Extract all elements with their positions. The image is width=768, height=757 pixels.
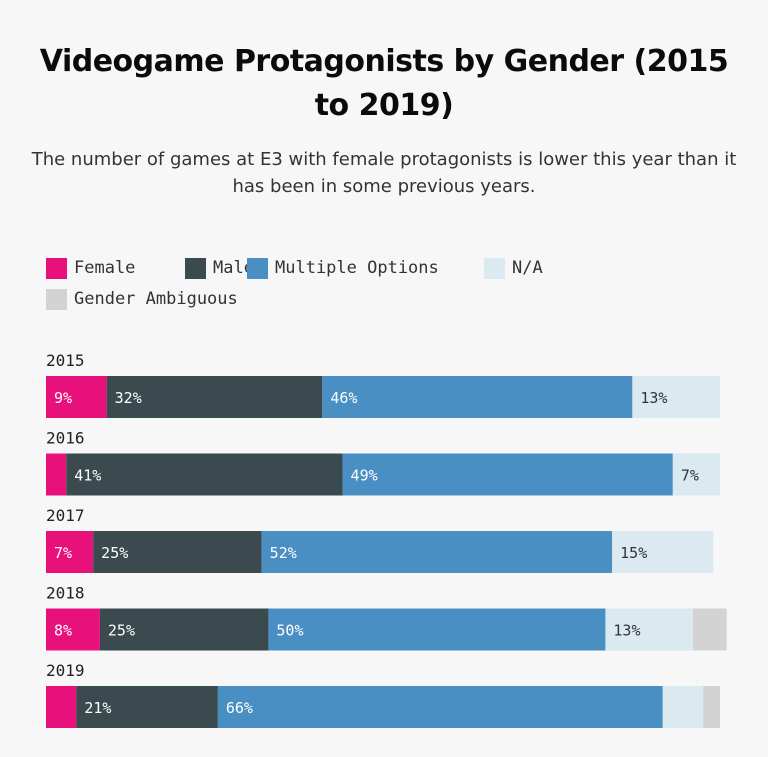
year-label-2019: 2019 [46, 661, 85, 680]
bar-2019-female [46, 686, 77, 728]
bar-2016-female [46, 453, 67, 496]
bar-2016-n-a [672, 453, 720, 496]
year-label-2015: 2015 [46, 351, 85, 370]
chart-title: Videogame Protagonists by Gender (2015 t… [39, 44, 729, 123]
legend-item-male: Male [185, 257, 254, 279]
data-label-2018-male: 25% [108, 622, 135, 640]
bar-2017-n-a [612, 531, 714, 573]
legend-label-male: Male [213, 258, 254, 278]
data-label-2015-male: 32% [115, 389, 142, 407]
data-label-2017-male: 25% [101, 544, 128, 562]
legend-swatch-female [46, 257, 67, 279]
bar-2017-female [46, 531, 94, 573]
legend-item-na: N/A [484, 257, 543, 279]
bar-2015-n-a [632, 376, 720, 418]
year-label-2017: 2017 [46, 506, 85, 525]
data-label-2018-multiple-options: 50% [276, 622, 303, 640]
data-label-2018-n-a: 13% [613, 622, 640, 640]
bar-2015-female [46, 376, 107, 418]
bar-2015-multiple-options [322, 376, 633, 418]
legend-swatch-na [484, 257, 505, 279]
data-label-2018-female: 8% [54, 622, 72, 640]
year-label-2018: 2018 [46, 584, 85, 603]
bar-2018-male [99, 608, 269, 651]
legend-label-na: N/A [512, 258, 543, 278]
bar-2016-multiple-options [342, 453, 673, 496]
legend-label-gender-ambiguous: Gender Ambiguous [74, 289, 238, 309]
legend-item-female: Female [46, 257, 135, 279]
data-label-2016-male: 41% [74, 467, 101, 485]
legend-swatch-multiple-options [247, 257, 268, 279]
data-label-2017-female: 7% [54, 544, 72, 562]
bar-2016-male [66, 453, 343, 496]
bar-2017-multiple-options [261, 531, 613, 573]
data-label-2017-multiple-options: 52% [270, 544, 297, 562]
data-label-2019-multiple-options: 66% [226, 699, 253, 717]
data-label-2017-n-a: 15% [620, 544, 647, 562]
legend-label-female: Female [74, 258, 136, 278]
data-label-2015-n-a: 13% [640, 389, 667, 407]
legend-swatch-male [185, 257, 206, 279]
year-label-2016: 2016 [46, 429, 85, 448]
bar-2018-female [46, 608, 100, 651]
legend-item-multiple-options: Multiple Options [247, 257, 439, 279]
legend-label-multiple-options: Multiple Options [275, 258, 439, 278]
data-label-2019-male: 21% [84, 699, 111, 717]
bar-2019-male [76, 686, 218, 728]
bar-2019-multiple-options [217, 686, 663, 728]
legend-item-gender-ambiguous: Gender Ambiguous [46, 288, 238, 310]
data-label-2015-female: 9% [54, 389, 72, 407]
bar-2017-male [93, 531, 262, 573]
bar-2019-gender-ambiguous [703, 686, 720, 728]
data-label-2016-multiple-options: 49% [351, 467, 378, 485]
bar-2018-multiple-options [268, 608, 606, 651]
bar-2019-n-a [662, 686, 704, 728]
legend-swatch-gender-ambiguous [46, 288, 67, 310]
chart-subtitle: The number of games at E3 with female pr… [31, 149, 737, 197]
bar-2018-n-a [605, 608, 694, 651]
data-label-2016-n-a: 7% [681, 467, 699, 485]
bar-2015-male [106, 376, 323, 418]
bar-2018-gender-ambiguous [693, 608, 727, 651]
data-label-2015-multiple-options: 46% [330, 389, 357, 407]
